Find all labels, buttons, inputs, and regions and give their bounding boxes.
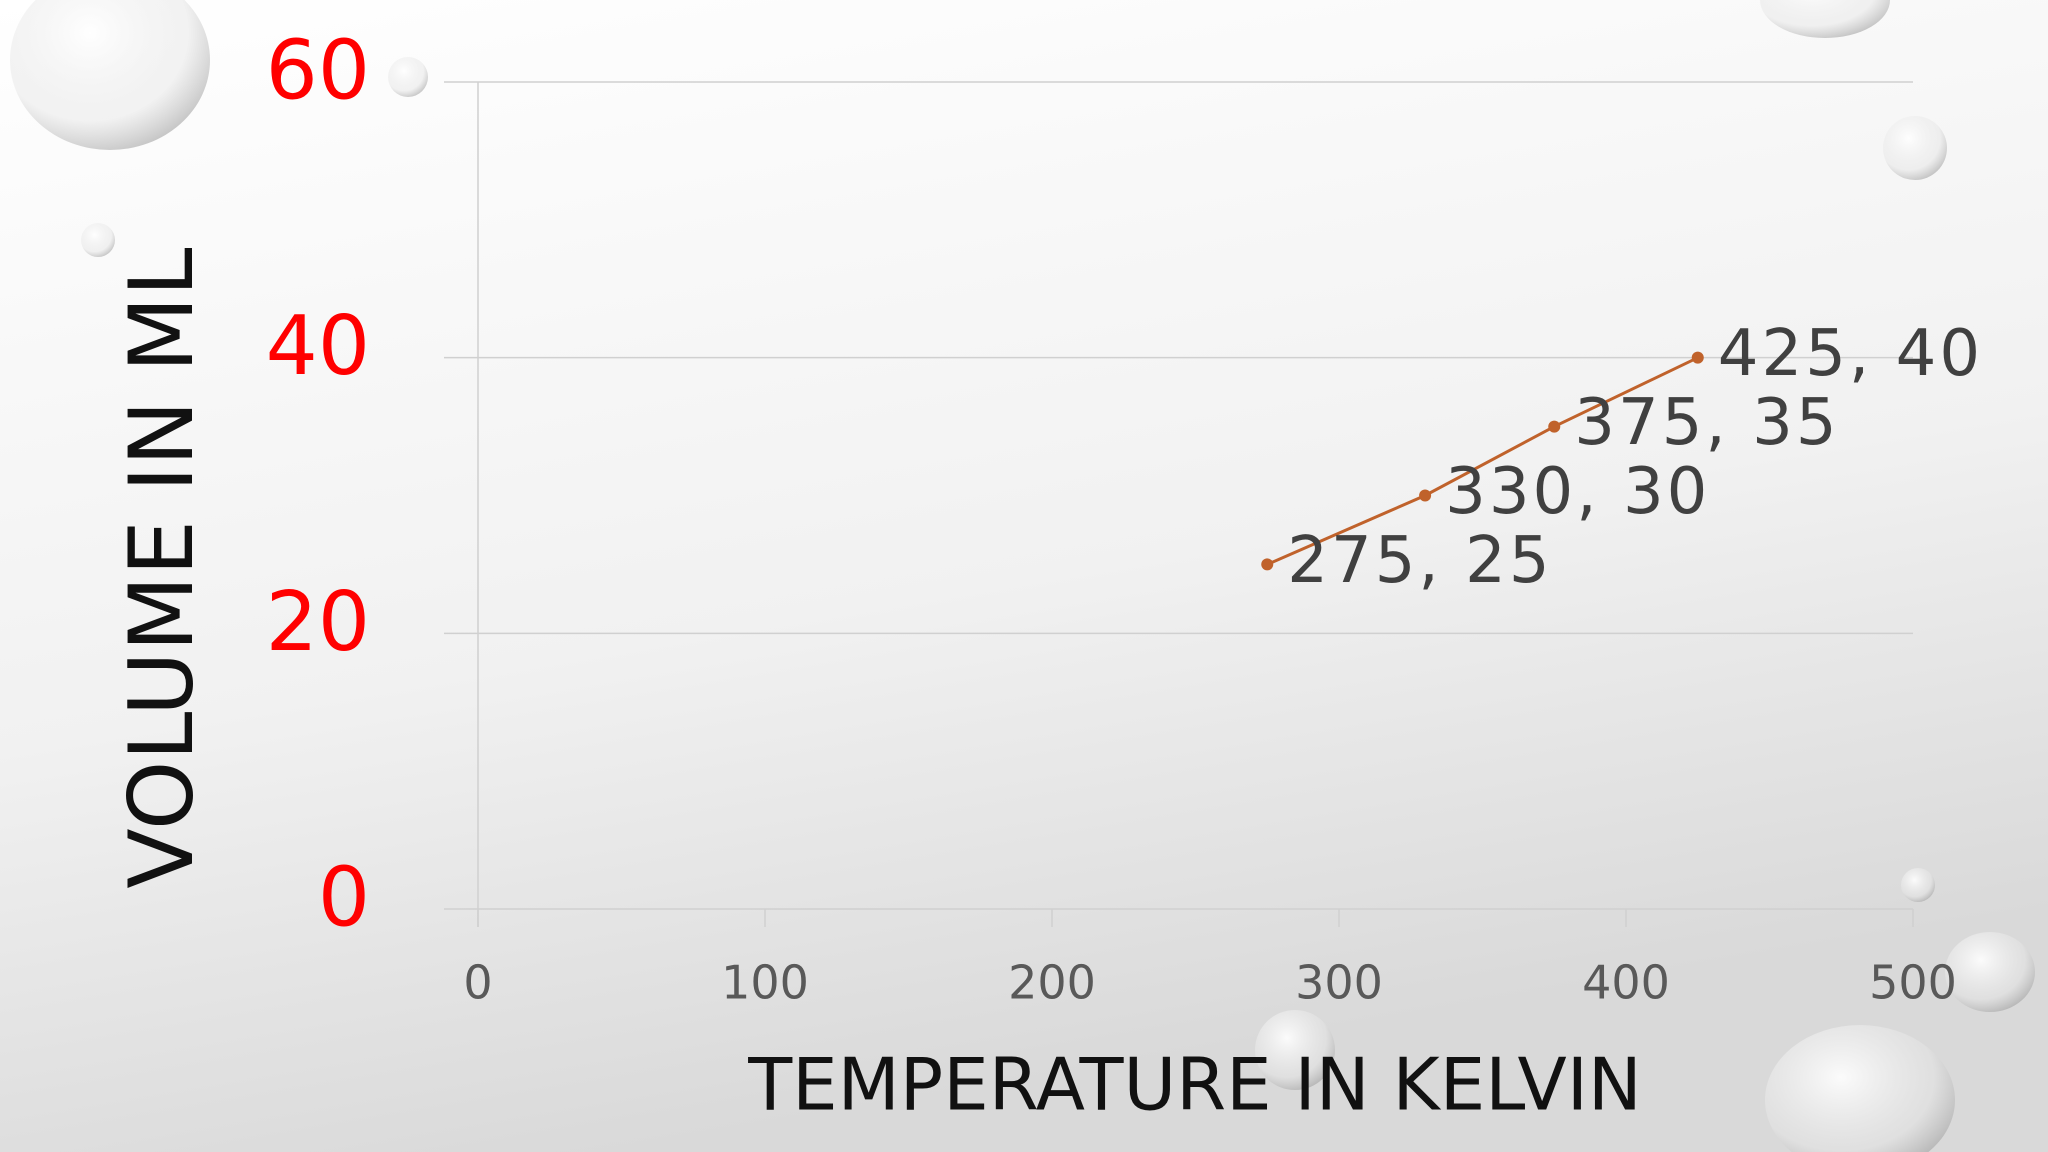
- data-line: [1266, 356, 1699, 566]
- data-point: [1261, 558, 1274, 571]
- droplet: [1760, 0, 1890, 38]
- data-point: [1691, 351, 1704, 364]
- droplet: [1765, 1025, 1955, 1152]
- data-label: 375, 35: [1574, 386, 1839, 460]
- y-tick-label: 20: [266, 575, 370, 670]
- y-tick-label: 40: [266, 299, 370, 394]
- y-tick-label: 0: [318, 850, 370, 945]
- droplet: [1255, 1010, 1335, 1090]
- data-point: [1419, 489, 1432, 502]
- x-tick-label: 0: [463, 956, 492, 1010]
- data-point: [1548, 420, 1561, 433]
- droplet: [1883, 116, 1947, 180]
- data-label: 275, 25: [1287, 524, 1552, 598]
- x-tick-label: 100: [721, 956, 809, 1010]
- y-tick-label: 60: [266, 23, 370, 118]
- data-label: 425, 40: [1718, 317, 1983, 391]
- droplet: [81, 223, 115, 257]
- droplet: [1945, 932, 2035, 1012]
- x-tick-label: 300: [1295, 956, 1383, 1010]
- y-axis-title: VOLUME IN ML: [110, 247, 213, 888]
- decorative-droplets: [10, 0, 2035, 1152]
- droplet: [388, 57, 428, 97]
- x-tick-label: 500: [1869, 956, 1957, 1010]
- x-axis-title: TEMPERATURE IN KELVIN: [747, 1043, 1642, 1127]
- x-tick-label: 400: [1582, 956, 1670, 1010]
- droplet: [10, 0, 210, 150]
- x-tick-label: 200: [1008, 956, 1096, 1010]
- droplet: [1901, 868, 1935, 902]
- data-label: 330, 30: [1445, 455, 1710, 529]
